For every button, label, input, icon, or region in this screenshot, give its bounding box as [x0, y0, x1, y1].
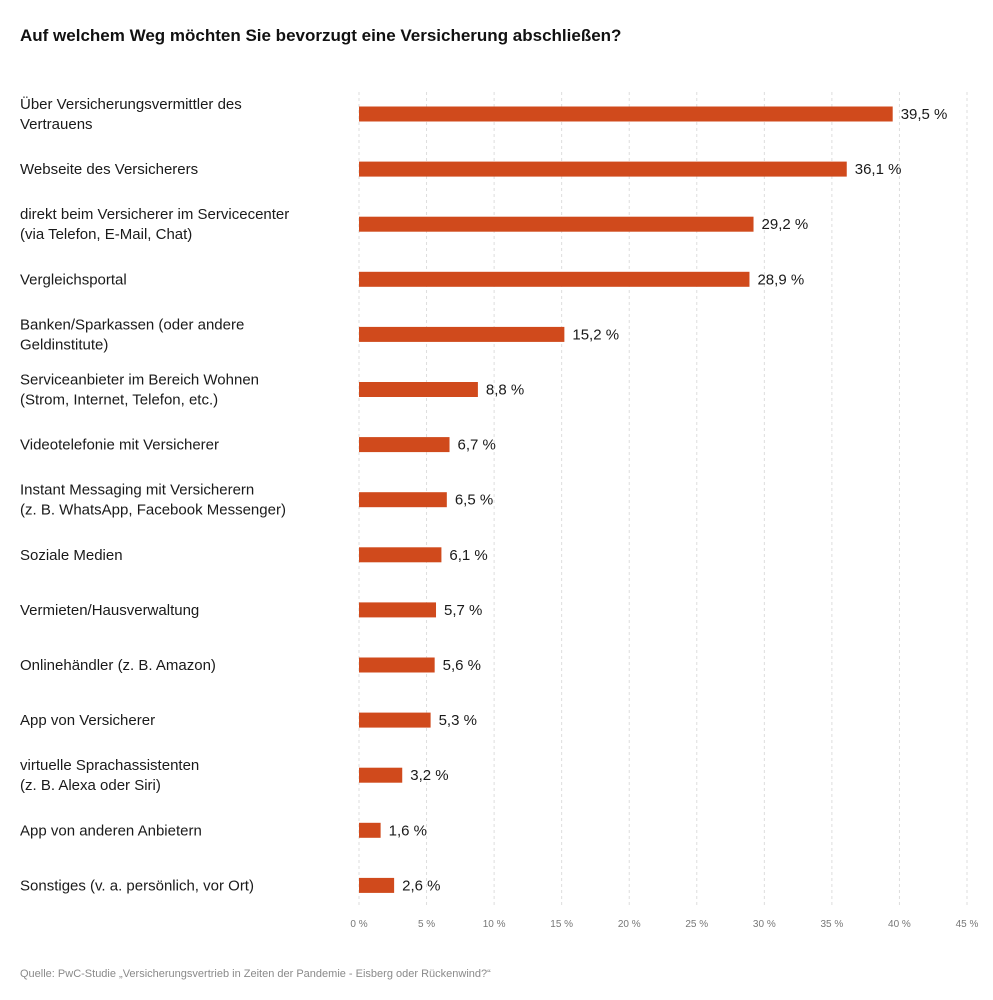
x-tick-label: 0 % [350, 919, 367, 930]
value-label: 29,2 % [762, 216, 809, 233]
source-note: Quelle: PwC-Studie „Versicherungsvertrie… [20, 968, 491, 980]
grid-lines [358, 92, 968, 905]
value-label: 15,2 % [572, 326, 619, 343]
value-label: 28,9 % [757, 271, 804, 288]
bar [359, 216, 754, 232]
bar [359, 326, 565, 342]
value-label: 6,7 % [458, 437, 496, 454]
category-label: Vergleichsportal [20, 271, 127, 288]
bars [359, 106, 893, 893]
bar [359, 602, 437, 618]
value-label: 1,6 % [389, 822, 427, 839]
category-label: App von anderen Anbietern [20, 822, 202, 839]
category-label-line: Videotelefonie mit Versicherer [20, 437, 219, 454]
category-label: direkt beim Versicherer im Servicecenter… [20, 206, 289, 243]
category-label: Über Versicherungsvermittler des Vertraue… [20, 95, 242, 133]
value-label: 5,3 % [439, 712, 477, 729]
category-label-line: virtuelle Sprachassistenten [20, 757, 199, 774]
category-label-line: Sonstiges (v. a. persönlich, vor Ort) [20, 877, 254, 894]
category-label: Vermieten/Hausverwaltung [20, 602, 199, 619]
category-label-line: (z. B. WhatsApp, Facebook Messenger) [20, 502, 286, 519]
bar [359, 161, 847, 177]
x-tick-label: 40 % [888, 919, 911, 930]
bar [359, 822, 381, 838]
x-tick-label: 25 % [685, 919, 708, 930]
x-tick-label: 15 % [550, 919, 573, 930]
bar [359, 657, 435, 673]
category-label: Onlinehändler (z. B. Amazon) [20, 657, 216, 674]
category-label: Banken/Sparkassen (oder andere Geldinstit… [20, 316, 244, 353]
category-label-line: Onlinehändler (z. B. Amazon) [20, 657, 216, 674]
category-label-line: direkt beim Versicherer im Servicecenter [20, 206, 289, 223]
category-labels: Über Versicherungsvermittler des Vertraue… [20, 95, 289, 894]
category-label-line: Über Versicherungsvermittler des [20, 95, 242, 113]
category-label-line: Soziale Medien [20, 547, 123, 564]
x-axis-ticks: 0 % 5 % 10 % 15 % 20 % 25 % 30 % 35 % 40 % 45 % [350, 919, 978, 930]
category-label: Instant Messaging mit Versicherern (z. B.… [20, 482, 286, 519]
category-label: Serviceanbieter im Bereich Wohnen (Strom,… [20, 372, 259, 409]
category-label-line: Vermieten/Hausverwaltung [20, 602, 199, 619]
value-label: 6,5 % [455, 492, 493, 509]
bar [359, 877, 395, 893]
x-tick-label: 35 % [820, 919, 843, 930]
category-label: virtuelle Sprachassistenten (z. B. Alexa … [20, 757, 199, 794]
category-label-line: (z. B. Alexa oder Siri) [20, 777, 161, 794]
value-labels: 39,5 % 36,1 % 29,2 % 28,9 % 15,2 % 8,8 % 6,7 %… [389, 106, 948, 894]
chart-title: Auf welchem Weg möchten Sie bevorzugt ei… [20, 26, 622, 45]
category-label-line: Instant Messaging mit Versicherern [20, 482, 254, 499]
bar [359, 767, 403, 783]
value-label: 39,5 % [901, 106, 948, 123]
category-label-line: Serviceanbieter im Bereich Wohnen [20, 372, 259, 389]
category-label-line: Vergleichsportal [20, 271, 127, 288]
category-label-line: (Strom, Internet, Telefon, etc.) [20, 392, 218, 409]
bar [359, 492, 447, 508]
bar [359, 712, 431, 728]
x-tick-label: 20 % [618, 919, 641, 930]
category-label: Webseite des Versicherers [20, 161, 198, 178]
x-tick-label: 30 % [753, 919, 776, 930]
category-label: App von Versicherer [20, 712, 155, 729]
bar-chart: Über Versicherungsvermittler des Vertraue… [20, 92, 979, 930]
category-label-line: Vertrauens [20, 116, 93, 133]
category-label-line: Geldinstitute) [20, 336, 108, 353]
category-label: Sonstiges (v. a. persönlich, vor Ort) [20, 877, 254, 894]
category-label-line: App von anderen Anbietern [20, 822, 202, 839]
value-label: 5,7 % [444, 602, 482, 619]
x-tick-label: 5 % [418, 919, 435, 930]
bar [359, 271, 750, 287]
bar [359, 106, 893, 122]
bar [359, 437, 450, 453]
value-label: 8,8 % [486, 382, 524, 399]
value-label: 3,2 % [410, 767, 448, 784]
bar [359, 547, 442, 563]
x-tick-label: 10 % [483, 919, 506, 930]
category-label-line: Banken/Sparkassen (oder andere [20, 316, 244, 333]
bar [359, 382, 478, 397]
value-label: 36,1 % [855, 161, 902, 178]
x-tick-label: 45 % [956, 919, 979, 930]
category-label-line: (via Telefon, E-Mail, Chat) [20, 226, 192, 243]
category-label-line: Webseite des Versicherers [20, 161, 198, 178]
category-label-line: App von Versicherer [20, 712, 155, 729]
category-label: Soziale Medien [20, 547, 123, 564]
value-label: 6,1 % [449, 547, 487, 564]
value-label: 2,6 % [402, 877, 440, 894]
value-label: 5,6 % [443, 657, 481, 674]
category-label: Videotelefonie mit Versicherer [20, 437, 219, 454]
